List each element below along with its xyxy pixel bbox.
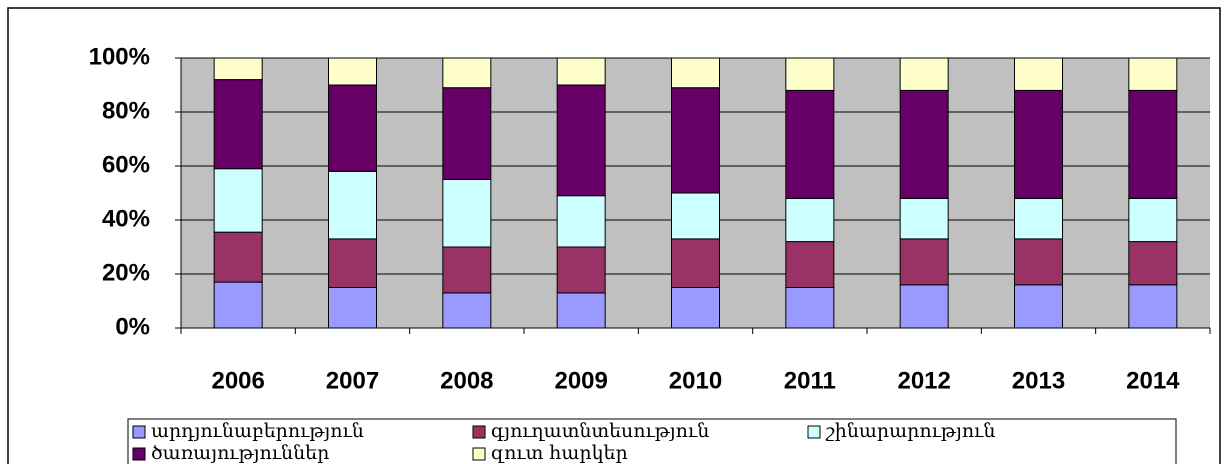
y-tick-label: 20% xyxy=(102,259,150,286)
bar-segment xyxy=(328,57,377,86)
legend-swatch xyxy=(132,447,146,461)
bar-segment xyxy=(442,292,492,329)
legend-label: գյուղատնտեսություն xyxy=(491,420,709,442)
x-tick-label: 2013 xyxy=(1012,367,1065,394)
bar-segment xyxy=(1014,238,1063,286)
x-tick-label: 2009 xyxy=(554,367,607,394)
bar-segment xyxy=(1128,284,1178,329)
bar-segment xyxy=(1128,89,1178,199)
bar-segment xyxy=(785,197,835,243)
legend-swatch xyxy=(132,425,146,439)
bar-segment xyxy=(213,79,263,170)
bar-segment xyxy=(556,195,606,248)
y-tick-label: 100% xyxy=(89,43,150,70)
bar-segment xyxy=(213,57,263,81)
x-tick-label: 2012 xyxy=(897,367,950,394)
bar-segment xyxy=(899,238,949,286)
bar-segment xyxy=(1128,57,1178,91)
bar-segment xyxy=(671,192,720,240)
x-tick-label: 2010 xyxy=(669,367,722,394)
legend-label: զուտ հարկեր xyxy=(491,442,628,464)
bar-segment xyxy=(671,57,720,89)
bar-segment xyxy=(328,84,377,172)
bar-segment xyxy=(899,57,949,91)
legend-swatch xyxy=(472,447,486,461)
bar-segment xyxy=(785,241,835,289)
y-tick-label: 80% xyxy=(102,97,150,124)
bar-segment xyxy=(785,57,835,91)
bar-segment xyxy=(1128,197,1178,243)
y-tick-label: 40% xyxy=(102,205,150,232)
x-tick-label: 2011 xyxy=(784,367,836,394)
bar-segment xyxy=(442,87,492,180)
legend-box xyxy=(127,418,1177,464)
bar-segment xyxy=(328,238,377,288)
y-tick-label: 60% xyxy=(102,151,150,178)
bar-segment xyxy=(671,87,720,194)
bar-segment xyxy=(442,57,492,89)
bar-segment xyxy=(899,89,949,199)
bar-segment xyxy=(1014,89,1063,199)
bar-segment xyxy=(671,287,720,329)
bar-segment xyxy=(556,84,606,197)
bar-segment xyxy=(556,57,606,86)
x-tick-label: 2014 xyxy=(1126,367,1180,394)
legend-label: շինարարություն xyxy=(825,420,995,442)
bar-segment xyxy=(1014,197,1063,240)
bar-segment xyxy=(556,292,606,329)
bar-segment xyxy=(899,197,949,240)
legend-swatch xyxy=(807,425,821,439)
bar-segment xyxy=(785,287,835,329)
bar-segment xyxy=(213,168,263,233)
bar-segment xyxy=(328,287,377,329)
bar-segment xyxy=(1014,57,1063,91)
bar-segment xyxy=(213,231,263,283)
x-tick-label: 2007 xyxy=(326,367,379,394)
bar-segment xyxy=(213,281,263,329)
bar-segment xyxy=(899,284,949,329)
bar-segment xyxy=(328,170,377,240)
bar-segment xyxy=(442,179,492,248)
legend-label: արդյունաբերություն xyxy=(151,420,364,442)
bar-segment xyxy=(1014,284,1063,329)
bar-segment xyxy=(442,246,492,294)
bar-segment xyxy=(671,238,720,288)
y-tick-label: 0% xyxy=(115,313,150,340)
bar-segment xyxy=(785,89,835,199)
x-tick-label: 2008 xyxy=(440,367,493,394)
bar-segment xyxy=(556,246,606,294)
legend-swatch xyxy=(472,425,486,439)
legend-label: ծառայություններ xyxy=(151,442,329,464)
x-tick-label: 2006 xyxy=(211,367,264,394)
bar-segment xyxy=(1128,241,1178,286)
